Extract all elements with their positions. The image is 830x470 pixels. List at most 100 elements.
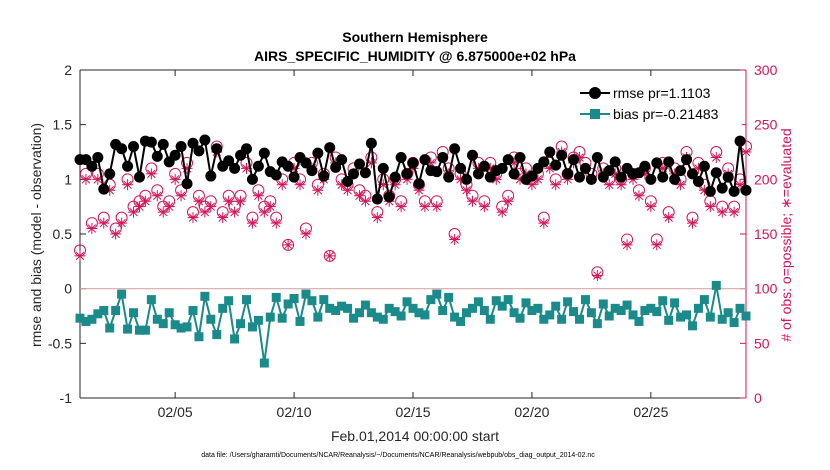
bias-point (646, 303, 656, 313)
rmse-point (686, 168, 698, 180)
evaluated-point (657, 162, 669, 174)
bias-point (693, 303, 703, 313)
rmse-point (556, 149, 568, 161)
rmse-point (371, 193, 383, 205)
rmse-point (395, 151, 407, 163)
rmse-point (145, 136, 157, 148)
rmse-point (466, 149, 478, 161)
rmse-point (514, 151, 526, 163)
bias-point (194, 332, 204, 342)
bias-point (390, 307, 400, 317)
legend-marker-circle (589, 87, 601, 99)
rmse-point (437, 151, 449, 163)
bias-point (438, 306, 448, 316)
x-tick-label: 02/15 (395, 404, 430, 420)
rmse-point (496, 162, 508, 174)
bias-point (265, 312, 275, 322)
rmse-point (336, 154, 348, 166)
evaluated-point (377, 179, 389, 191)
bias-point (164, 308, 174, 318)
rmse-point (692, 176, 704, 188)
rmse-point (128, 141, 140, 153)
bias-point (497, 301, 507, 311)
rmse-point (359, 167, 371, 179)
bias-point (337, 301, 347, 311)
evaluated-point (252, 190, 264, 202)
evaluated-point (389, 179, 401, 191)
legend-box (576, 80, 742, 126)
rmse-point (431, 166, 443, 178)
rmse-point (669, 173, 681, 185)
bias-point (456, 316, 466, 326)
y-right-tick-label: 200 (754, 171, 778, 187)
bias-point (105, 323, 115, 333)
evaluated-point (728, 206, 740, 218)
legend-label: rmse pr=1.1103 (613, 85, 711, 101)
evaluated-point (139, 195, 151, 207)
bias-point (408, 303, 418, 313)
rmse-point (651, 157, 663, 169)
rmse-point (568, 154, 580, 166)
bias-point (289, 294, 299, 304)
evaluated-point (324, 250, 336, 262)
bias-point (283, 299, 293, 309)
evaluated-point (675, 179, 687, 191)
evaluated-point (704, 201, 716, 213)
evaluated-point (74, 250, 86, 262)
legend-marker-square (590, 109, 600, 119)
evaluated-point (455, 173, 467, 185)
bias-point (295, 316, 305, 326)
evaluated-point (223, 195, 235, 207)
rmse-point (133, 171, 145, 183)
rmse-point (579, 162, 591, 174)
bias-point (117, 289, 127, 299)
rmse-point (175, 141, 187, 153)
bias-point (491, 296, 501, 306)
bias-point (670, 298, 680, 308)
rmse-point (639, 160, 651, 172)
rmse-point (538, 156, 550, 168)
bias-point (242, 295, 251, 305)
evaluated-point (312, 184, 324, 196)
evaluated-point (92, 173, 104, 185)
y-left-tick-label: 1.5 (53, 117, 73, 133)
y-right-tick-label: 150 (754, 226, 778, 242)
rmse-point (681, 154, 693, 166)
bias-point (259, 358, 269, 368)
bias-point (134, 325, 144, 335)
evaluated-point (710, 151, 722, 163)
rmse-point (550, 159, 562, 171)
x-axis-label: Feb.01,2014 00:00:00 start (331, 428, 499, 444)
bias-point (676, 312, 686, 322)
evaluated-point (550, 179, 562, 191)
rmse-point (300, 157, 312, 169)
rmse-point (288, 171, 300, 183)
bias-point (99, 306, 109, 316)
evaluated-point (282, 239, 294, 251)
rmse-point (377, 162, 389, 174)
evaluated-point (342, 184, 354, 196)
rmse-point (734, 135, 746, 147)
rmse-point (544, 146, 556, 158)
bias-point (521, 298, 531, 308)
rmse-point (704, 185, 716, 197)
evaluated-point (235, 195, 247, 207)
bias-point (569, 307, 579, 317)
y-right-tick-label: 100 (754, 281, 778, 297)
bias-point (652, 307, 662, 317)
evaluated-point (241, 162, 252, 174)
evaluated-point (145, 168, 157, 180)
rmse-point (609, 156, 621, 168)
legend: rmse pr=1.1103 bias pr=-0.21483 (576, 80, 742, 126)
evaluated-point (603, 179, 615, 191)
evaluated-point (716, 206, 728, 218)
evaluated-point (532, 173, 544, 185)
rmse-point (716, 182, 728, 194)
bias-point (93, 309, 103, 319)
rmse-point (324, 142, 336, 154)
rmse-point (728, 185, 740, 197)
rmse-point (169, 149, 181, 161)
bias-point (682, 310, 692, 320)
y-left-axis-label: rmse and bias (model - observation) (28, 123, 44, 347)
evaluated-point (740, 146, 752, 158)
